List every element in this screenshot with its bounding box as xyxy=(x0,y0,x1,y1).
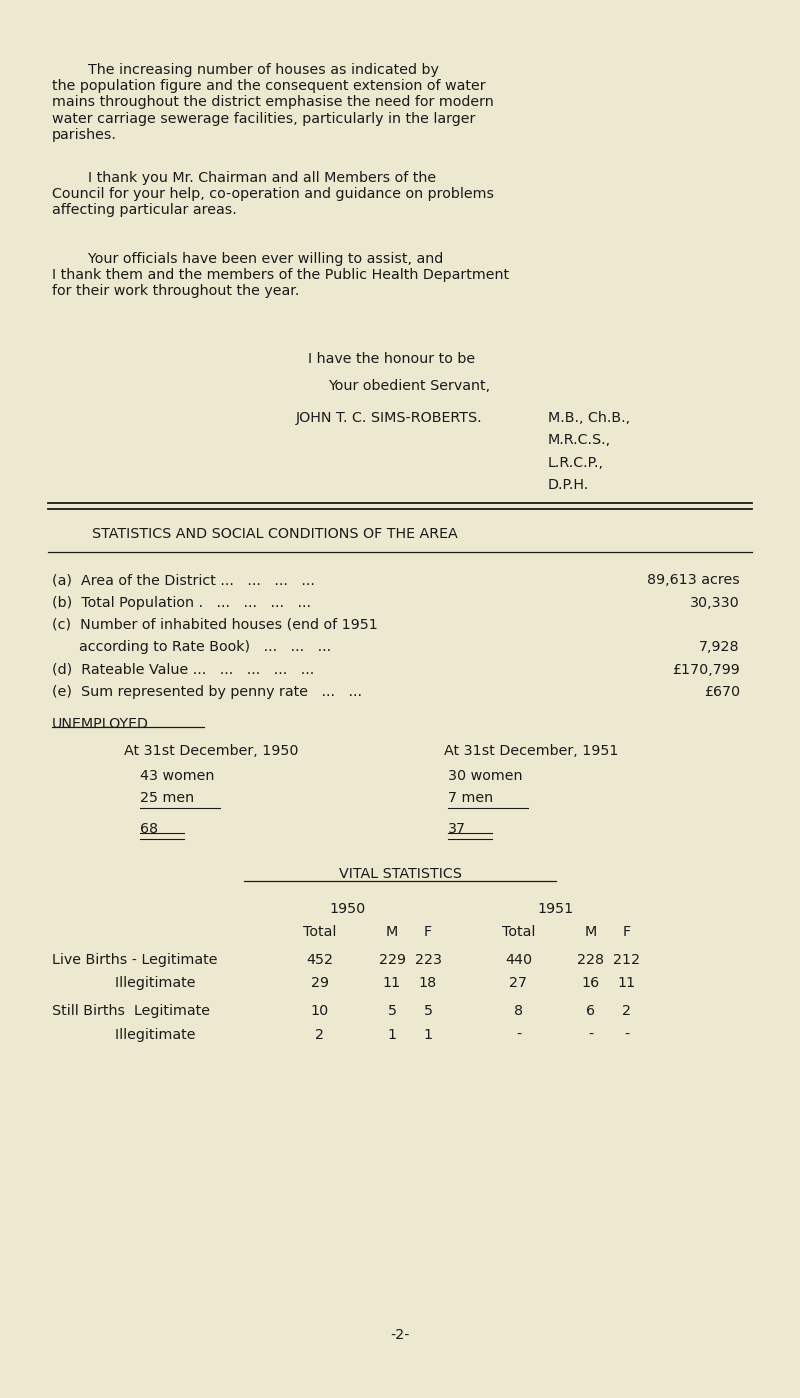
Text: At 31st December, 1951: At 31st December, 1951 xyxy=(444,744,618,758)
Text: (a)  Area of the District ...   ...   ...   ...: (a) Area of the District ... ... ... ... xyxy=(52,573,315,587)
Text: 1: 1 xyxy=(387,1028,397,1042)
Text: Still Births  Legitimate: Still Births Legitimate xyxy=(52,1004,210,1018)
Text: 37: 37 xyxy=(448,822,466,836)
Text: 25 men: 25 men xyxy=(140,791,194,805)
Text: 5: 5 xyxy=(423,1004,433,1018)
Text: -: - xyxy=(516,1028,521,1042)
Text: UNEMPLOYED: UNEMPLOYED xyxy=(52,717,149,731)
Text: £170,799: £170,799 xyxy=(672,663,740,677)
Text: 30,330: 30,330 xyxy=(690,596,740,610)
Text: I thank you Mr. Chairman and all Members of the
Council for your help, co-operat: I thank you Mr. Chairman and all Members… xyxy=(52,171,494,217)
Text: M.B., Ch.B.,: M.B., Ch.B., xyxy=(548,411,630,425)
Text: 43 women: 43 women xyxy=(140,769,214,783)
Text: 1: 1 xyxy=(423,1028,433,1042)
Text: -: - xyxy=(588,1028,593,1042)
Text: 30 women: 30 women xyxy=(448,769,522,783)
Text: 27: 27 xyxy=(510,976,527,990)
Text: (b)  Total Population .   ...   ...   ...   ...: (b) Total Population . ... ... ... ... xyxy=(52,596,311,610)
Text: 229: 229 xyxy=(378,953,406,967)
Text: The increasing number of houses as indicated by
the population figure and the co: The increasing number of houses as indic… xyxy=(52,63,494,141)
Text: 18: 18 xyxy=(419,976,437,990)
Text: D.P.H.: D.P.H. xyxy=(548,478,590,492)
Text: 7 men: 7 men xyxy=(448,791,493,805)
Text: Illegitimate: Illegitimate xyxy=(52,976,195,990)
Text: 10: 10 xyxy=(311,1004,329,1018)
Text: 228: 228 xyxy=(577,953,604,967)
Text: Total: Total xyxy=(502,925,535,939)
Text: 452: 452 xyxy=(306,953,334,967)
Text: 1950: 1950 xyxy=(330,902,366,916)
Text: according to Rate Book)   ...   ...   ...: according to Rate Book) ... ... ... xyxy=(52,640,331,654)
Text: (d)  Rateable Value ...   ...   ...   ...   ...: (d) Rateable Value ... ... ... ... ... xyxy=(52,663,314,677)
Text: Illegitimate: Illegitimate xyxy=(52,1028,195,1042)
Text: 7,928: 7,928 xyxy=(699,640,740,654)
Text: 89,613 acres: 89,613 acres xyxy=(647,573,740,587)
Text: -2-: -2- xyxy=(390,1328,410,1342)
Text: 11: 11 xyxy=(618,976,635,990)
Text: Your obedient Servant,: Your obedient Servant, xyxy=(328,379,490,393)
Text: (c)  Number of inhabited houses (end of 1951: (c) Number of inhabited houses (end of 1… xyxy=(52,618,378,632)
Text: 6: 6 xyxy=(586,1004,595,1018)
Text: F: F xyxy=(424,925,432,939)
Text: Live Births - Legitimate: Live Births - Legitimate xyxy=(52,953,218,967)
Text: 212: 212 xyxy=(613,953,640,967)
Text: 2: 2 xyxy=(622,1004,631,1018)
Text: 8: 8 xyxy=(514,1004,523,1018)
Text: 223: 223 xyxy=(414,953,442,967)
Text: M: M xyxy=(584,925,597,939)
Text: Your officials have been ever willing to assist, and
I thank them and the member: Your officials have been ever willing to… xyxy=(52,252,509,298)
Text: 2: 2 xyxy=(315,1028,325,1042)
Text: M: M xyxy=(386,925,398,939)
Text: 68: 68 xyxy=(140,822,158,836)
Text: STATISTICS AND SOCIAL CONDITIONS OF THE AREA: STATISTICS AND SOCIAL CONDITIONS OF THE … xyxy=(92,527,458,541)
Text: At 31st December, 1950: At 31st December, 1950 xyxy=(124,744,298,758)
Text: Total: Total xyxy=(303,925,337,939)
Text: 1951: 1951 xyxy=(538,902,574,916)
Text: F: F xyxy=(622,925,630,939)
Text: 5: 5 xyxy=(387,1004,397,1018)
Text: £670: £670 xyxy=(704,685,740,699)
Text: JOHN T. C. SIMS-ROBERTS.: JOHN T. C. SIMS-ROBERTS. xyxy=(296,411,482,425)
Text: 29: 29 xyxy=(311,976,329,990)
Text: VITAL STATISTICS: VITAL STATISTICS xyxy=(338,867,462,881)
Text: 16: 16 xyxy=(582,976,599,990)
Text: I have the honour to be: I have the honour to be xyxy=(308,352,475,366)
Text: -: - xyxy=(624,1028,629,1042)
Text: 440: 440 xyxy=(505,953,532,967)
Text: M.R.C.S.,: M.R.C.S., xyxy=(548,433,611,447)
Text: (e)  Sum represented by penny rate   ...   ...: (e) Sum represented by penny rate ... ..… xyxy=(52,685,362,699)
Text: 11: 11 xyxy=(383,976,401,990)
Text: L.R.C.P.,: L.R.C.P., xyxy=(548,456,604,470)
